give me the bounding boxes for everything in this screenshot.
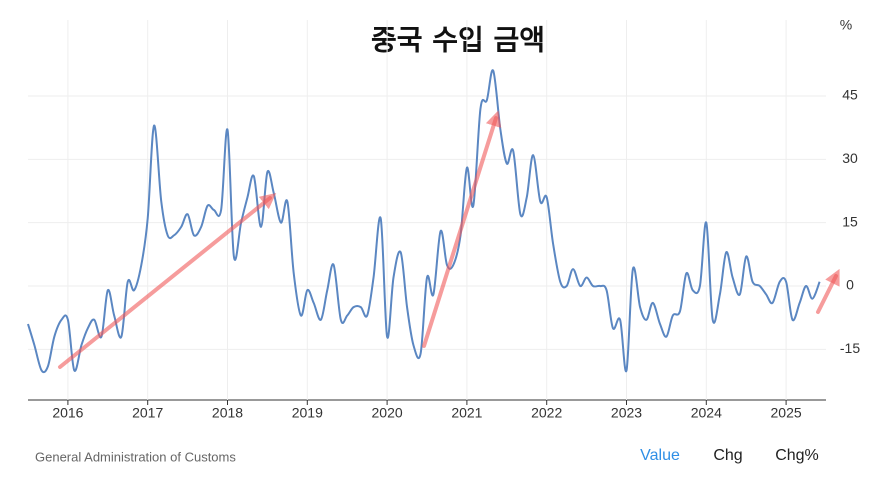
plot: -15 0 15 30 45 2016 2017 2018 2019 2020 2021 2022 20…: [27, 20, 860, 421]
x-tick-label: 2016: [52, 405, 83, 421]
x-tick-label: 2023: [611, 405, 642, 421]
x-tick-label: 2022: [531, 405, 562, 421]
trend-arrow: [816, 268, 840, 314]
x-tick-label: 2021: [451, 405, 482, 421]
y-tick-label: 45: [842, 87, 858, 103]
y-unit: %: [840, 17, 852, 33]
x-tick-label: 2025: [771, 405, 802, 421]
x-tick-label: 2024: [691, 405, 722, 421]
chart-title: 중국 수입 금액: [371, 24, 545, 57]
x-tick-label: 2017: [132, 405, 163, 421]
trend-arrow: [58, 192, 277, 369]
trend-arrow: [422, 110, 502, 348]
source: General Administration of Customs: [35, 449, 236, 464]
x-tick-label: 2019: [292, 405, 323, 421]
y-tick-label: 0: [846, 277, 854, 293]
arrows: [58, 110, 840, 369]
x-tick-label: 2018: [212, 405, 243, 421]
chg-pct-button[interactable]: Chg%: [775, 447, 819, 464]
y-tick-label: -15: [840, 340, 860, 356]
x-tick-label: 2020: [372, 405, 403, 421]
value-button[interactable]: Value: [640, 447, 680, 464]
y-tick-label: 30: [842, 150, 858, 166]
chg-button[interactable]: Chg: [713, 447, 742, 464]
y-tick-label: 15: [842, 213, 858, 229]
series-line: [27, 69, 821, 374]
